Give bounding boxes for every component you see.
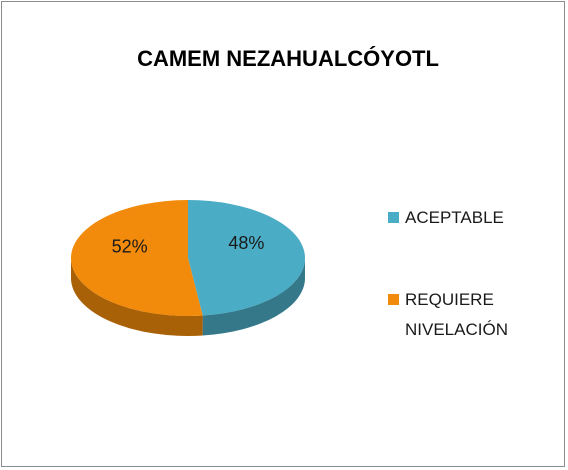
data-label: 52% — [112, 237, 148, 257]
data-label: 48% — [228, 233, 264, 253]
slice-side-shade — [71, 258, 203, 337]
legend-label: ACEPTABLE — [405, 208, 504, 227]
slice — [188, 200, 306, 316]
legend-swatch — [388, 212, 399, 223]
slice-side — [71, 258, 203, 337]
legend-swatch — [388, 294, 399, 305]
legend-item: ACEPTABLE — [388, 203, 538, 233]
chart-title: CAMEM NEZAHUALCÓYOTL — [137, 46, 439, 71]
legend-item: REQUIERE NIVELACIÓN — [388, 285, 538, 345]
slice-side — [202, 258, 305, 336]
slice — [71, 200, 203, 316]
legend-label: REQUIERE NIVELACIÓN — [405, 290, 508, 339]
slice-side-shade — [202, 258, 305, 336]
